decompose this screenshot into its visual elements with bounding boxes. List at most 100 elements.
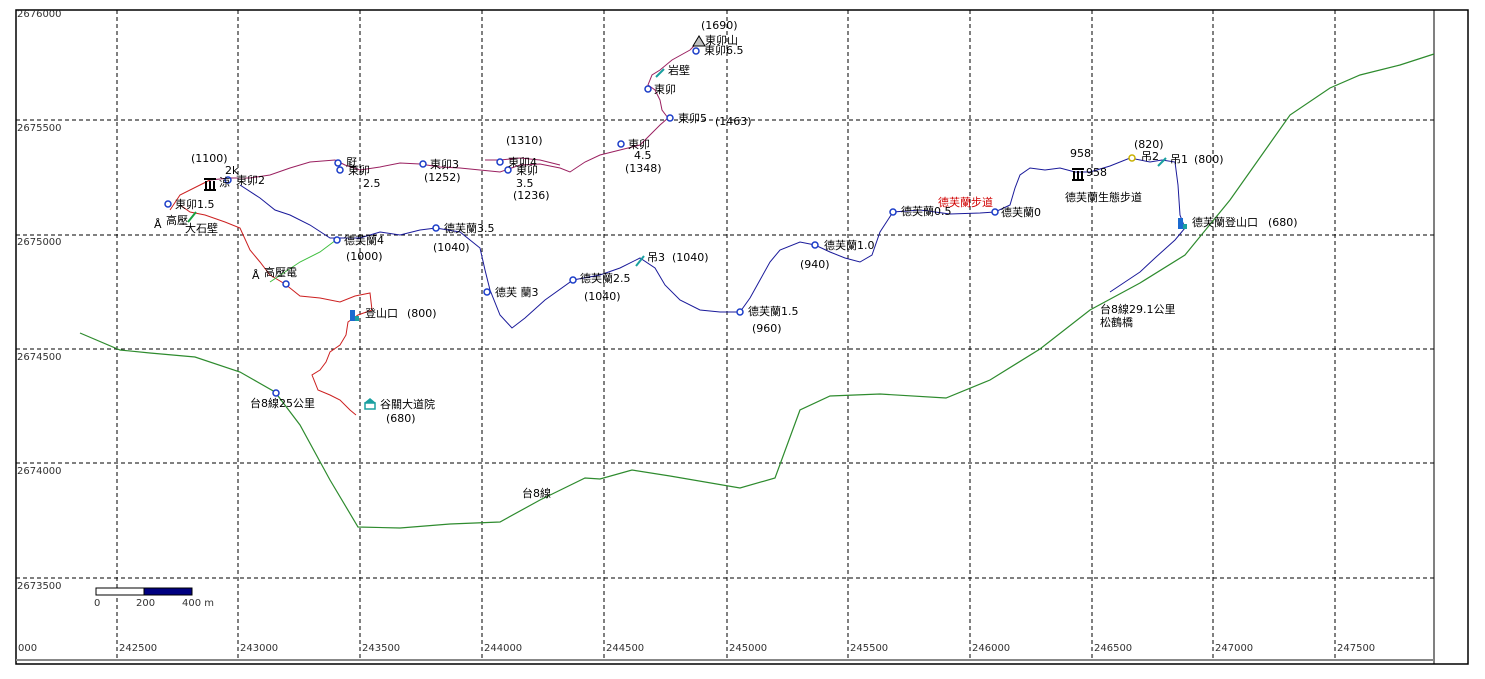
waypoint-dongmao-4-5[interactable] bbox=[617, 140, 625, 148]
trailhead-icon bbox=[350, 310, 359, 321]
label-dongmao-2-prefix: 涼 bbox=[219, 175, 230, 189]
waypoint-dongmao-4[interactable] bbox=[496, 158, 504, 166]
x-tick-247000: 247000 bbox=[1215, 643, 1253, 654]
label-defulan-2-5-elev: (1040) bbox=[584, 290, 621, 303]
label-defulan-0: 德芙蘭0 bbox=[1001, 205, 1041, 219]
label-dongmao-4: 東卯4 bbox=[508, 156, 537, 169]
x-tick-242500: 242500 bbox=[119, 643, 157, 654]
label-dongmao-3-5: 東卯 bbox=[516, 164, 538, 177]
waypoint-defulan-2-5[interactable] bbox=[569, 276, 577, 284]
label-trailhead: 登山口 bbox=[365, 306, 398, 320]
big-rock-icon bbox=[187, 211, 197, 223]
label-eco-trail: 德芙蘭生態步道 bbox=[1065, 190, 1142, 204]
label-taroko: 谷關大道院 bbox=[380, 397, 435, 411]
waypoint-t8-25km[interactable] bbox=[272, 389, 280, 397]
label-dongmao-5-elev: (1463) bbox=[715, 115, 752, 128]
label-diao3-elev: (1040) bbox=[672, 251, 709, 264]
label-defulan-3-5: 德芙蘭3.5 bbox=[444, 221, 495, 235]
scale-label-200: 200 bbox=[136, 598, 155, 609]
map-labels: (1690) 東卯山 東卯6.5 岩壁 東卯 東卯5 (1463) 東卯 4.5… bbox=[166, 19, 1298, 500]
label-df-trailhead: 德芙蘭登山口 bbox=[1192, 215, 1258, 229]
x-tick-243500: 243500 bbox=[362, 643, 400, 654]
waypoints[interactable] bbox=[164, 47, 999, 397]
label-dongmao-2-2k: 2k bbox=[225, 164, 239, 177]
scale-bar: 0 200 400 m bbox=[94, 587, 214, 609]
waypoint-defulan-0[interactable] bbox=[991, 208, 999, 216]
temple-icon bbox=[364, 398, 376, 410]
x-tick-246500: 246500 bbox=[1094, 643, 1132, 654]
y-tick-2676000: 2676000 bbox=[17, 9, 62, 20]
label-dongmao-2-5: 東卯 bbox=[348, 164, 370, 177]
x-tick-243000: 243000 bbox=[240, 643, 278, 654]
label-peak-name: 東卯山 bbox=[705, 34, 738, 47]
label-dongmao-3-5-num: 3.5 bbox=[516, 177, 534, 190]
label-dongmao-4-5-num: 4.5 bbox=[634, 149, 652, 162]
highway-route-8[interactable] bbox=[79, 53, 1435, 529]
label-gaoya-tower: 高壓電 bbox=[264, 265, 297, 279]
label-dongmao-6: 東卯 bbox=[654, 83, 676, 96]
label-diao3: 吊3 bbox=[647, 251, 665, 264]
tower-icon-2: Å bbox=[252, 269, 260, 282]
y-tick-2674500: 2674500 bbox=[17, 352, 62, 363]
waypoint-820[interactable] bbox=[1128, 154, 1136, 162]
label-diao1: 吊1 bbox=[1170, 153, 1188, 166]
rock-wall-icon bbox=[655, 68, 665, 78]
label-dongmao-4-elev: (1310) bbox=[506, 134, 543, 147]
x-tick-244000: 244000 bbox=[484, 643, 522, 654]
label-defulan-1-0: 德芙蘭1.0 bbox=[824, 238, 875, 252]
label-dongmao-4-5-elev: (1348) bbox=[625, 162, 662, 175]
label-defulan-2-5: 德芙蘭2.5 bbox=[580, 271, 631, 285]
peak-icon bbox=[692, 35, 706, 47]
label-diao2: 吊2 bbox=[1141, 150, 1159, 163]
label-defulan-1-0-elev: (940) bbox=[800, 258, 830, 271]
scale-seg-0 bbox=[95, 587, 145, 596]
label-t8-25km: 台8線25公里 bbox=[250, 396, 315, 410]
label-elev-820: (820) bbox=[1134, 138, 1164, 151]
label-rock-wall: 岩壁 bbox=[668, 63, 690, 77]
waypoint-defulan-0-5[interactable] bbox=[889, 208, 897, 216]
label-gaoya: 高壓 bbox=[166, 213, 188, 227]
waypoint-wu[interactable] bbox=[334, 159, 342, 167]
waypoint-dongmao-5[interactable] bbox=[666, 114, 674, 122]
waypoint-dongmao-6-5[interactable] bbox=[692, 47, 700, 55]
waypoint-defulan-1-5[interactable] bbox=[736, 308, 744, 316]
label-defulan-trail: 德芙蘭步道 bbox=[938, 195, 993, 209]
label-diao1-elev: (800) bbox=[1194, 153, 1224, 166]
waypoint-dongmao-1-5[interactable] bbox=[164, 200, 172, 208]
waypoint-gaoya-tower[interactable] bbox=[282, 280, 290, 288]
waypoint-dongmao-3-5[interactable] bbox=[504, 166, 512, 174]
label-dongmao-2: 東卯2 bbox=[236, 174, 265, 187]
waypoint-dongmao-6[interactable] bbox=[644, 85, 652, 93]
label-peak-elev: (1690) bbox=[701, 19, 738, 32]
waypoint-dongmao-3[interactable] bbox=[419, 160, 427, 168]
shrine-icon bbox=[204, 178, 216, 191]
df-trailhead-icon bbox=[1178, 218, 1187, 229]
grid bbox=[16, 10, 1434, 660]
trail-purple-dongmao[interactable] bbox=[209, 39, 701, 181]
map-border bbox=[15, 9, 1469, 665]
x-tick-245000: 245000 bbox=[729, 643, 767, 654]
label-dongmao-3: 東卯3 bbox=[430, 158, 459, 171]
label-dongmao-3-5-elev: (1236) bbox=[513, 189, 550, 202]
power-line-branch bbox=[269, 239, 337, 283]
x-tick-244500: 244500 bbox=[606, 643, 644, 654]
axis-x-labels: 000 242500 243000 243500 244000 244500 2… bbox=[18, 643, 1375, 654]
label-dongmao-5: 東卯5 bbox=[678, 112, 707, 125]
label-defulan-0-5: 德芙蘭0.5 bbox=[901, 204, 952, 218]
x-tick-245500: 245500 bbox=[850, 643, 888, 654]
label-defulan-3-5-elev: (1040) bbox=[433, 241, 470, 254]
waypoint-defulan-3[interactable] bbox=[483, 288, 491, 296]
trail-purple-branch bbox=[485, 157, 561, 166]
waypoint-dongmao-2-5[interactable] bbox=[336, 166, 344, 174]
waypoint-dongmao-2[interactable] bbox=[224, 176, 232, 184]
waypoint-defulan-4[interactable] bbox=[333, 236, 341, 244]
y-tick-2674000: 2674000 bbox=[17, 466, 62, 477]
waypoint-defulan-1-0[interactable] bbox=[811, 241, 819, 249]
label-df-trailhead-elev: (680) bbox=[1268, 216, 1298, 229]
waypoint-defulan-3-5[interactable] bbox=[432, 224, 440, 232]
label-taroko-elev: (680) bbox=[386, 412, 416, 425]
label-dongmao-1-5: 東卯1.5 bbox=[175, 198, 215, 211]
y-tick-2675000: 2675000 bbox=[17, 237, 62, 248]
